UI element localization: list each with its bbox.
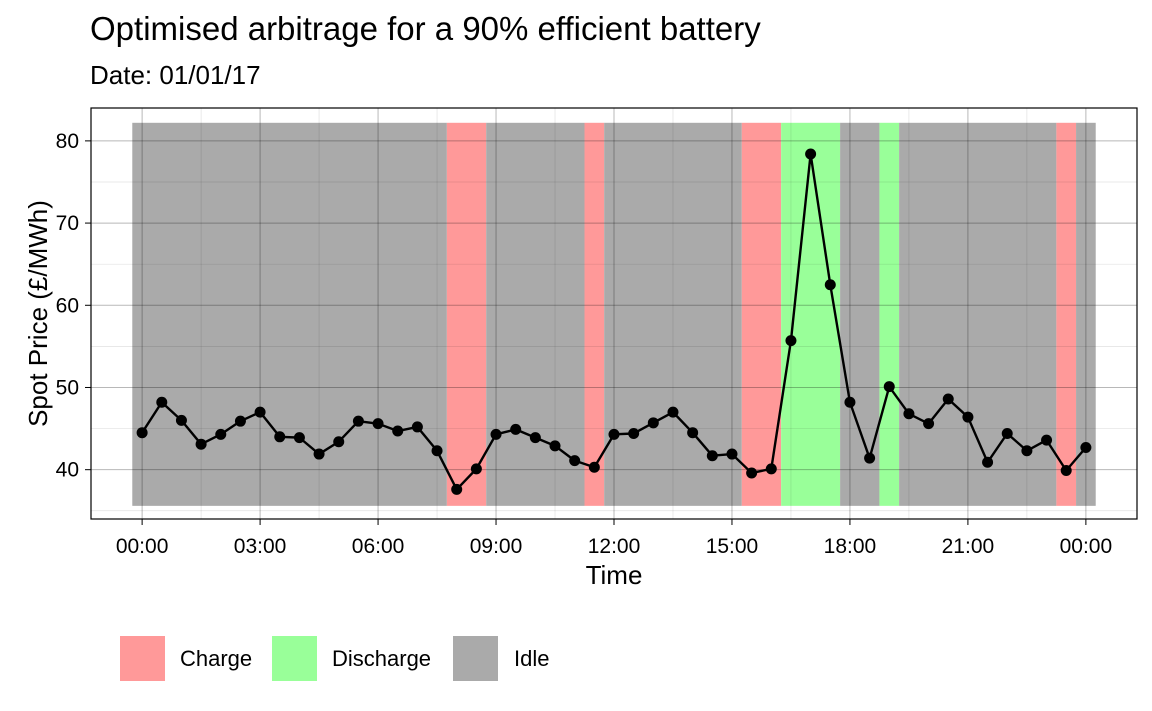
band-discharge bbox=[879, 122, 900, 506]
price-point bbox=[844, 396, 856, 408]
price-point bbox=[942, 393, 954, 405]
x-tick-label: 00:00 bbox=[116, 535, 169, 558]
price-point bbox=[313, 448, 325, 460]
price-point bbox=[706, 450, 718, 462]
price-point bbox=[785, 335, 797, 347]
legend-key-charge bbox=[120, 636, 165, 681]
price-point bbox=[726, 448, 738, 460]
legend-label-idle: Idle bbox=[514, 646, 549, 671]
x-axis-title: Time bbox=[586, 560, 643, 590]
price-point bbox=[923, 418, 935, 430]
price-point bbox=[510, 423, 522, 435]
price-point bbox=[864, 452, 876, 464]
price-point bbox=[352, 415, 364, 427]
band-discharge bbox=[781, 122, 841, 506]
band-idle bbox=[840, 122, 880, 506]
price-point bbox=[254, 406, 266, 418]
price-point bbox=[1080, 441, 1092, 453]
price-point bbox=[411, 421, 423, 433]
x-tick-label: 15:00 bbox=[706, 535, 759, 558]
price-point bbox=[490, 428, 502, 440]
price-point bbox=[195, 438, 207, 450]
price-point bbox=[136, 427, 148, 439]
band-charge bbox=[446, 122, 487, 506]
x-tick-label: 12:00 bbox=[588, 535, 641, 558]
x-tick-label: 03:00 bbox=[234, 535, 287, 558]
band-charge bbox=[584, 122, 605, 506]
price-point bbox=[765, 463, 777, 475]
x-tick-label: 09:00 bbox=[470, 535, 523, 558]
band-charge bbox=[1056, 122, 1077, 506]
price-point bbox=[746, 467, 758, 479]
price-point bbox=[470, 463, 482, 475]
x-tick-label: 06:00 bbox=[352, 535, 405, 558]
y-axis-title: Spot Price (£/MWh) bbox=[23, 200, 53, 427]
price-point bbox=[549, 440, 561, 452]
legend-label-discharge: Discharge bbox=[332, 646, 431, 671]
price-point bbox=[1021, 445, 1033, 457]
axes: 00:00 03:00 06:00 09:00 12:00 15:00 18:00 21:00… bbox=[56, 130, 1113, 558]
y-tick-label: 70 bbox=[56, 212, 79, 235]
price-point bbox=[805, 148, 817, 160]
price-point bbox=[883, 381, 895, 393]
x-tick-label: 18:00 bbox=[824, 535, 877, 558]
x-tick-label: 21:00 bbox=[942, 535, 995, 558]
band-idle bbox=[604, 122, 742, 506]
legend-label-charge: Charge bbox=[180, 646, 252, 671]
price-point bbox=[824, 279, 836, 291]
price-point bbox=[274, 431, 286, 443]
price-point bbox=[333, 436, 345, 448]
price-point bbox=[1060, 465, 1072, 477]
price-point bbox=[647, 417, 659, 429]
price-point bbox=[392, 425, 404, 437]
price-point bbox=[451, 483, 463, 495]
y-tick-label: 50 bbox=[56, 376, 79, 399]
y-tick-label: 40 bbox=[56, 459, 79, 482]
price-point bbox=[431, 445, 443, 457]
price-point bbox=[234, 415, 246, 427]
chart-title: Optimised arbitrage for a 90% efficient … bbox=[90, 10, 761, 47]
price-point bbox=[667, 406, 679, 418]
price-point bbox=[529, 432, 541, 444]
y-tick-label: 60 bbox=[56, 294, 79, 317]
legend: Charge Discharge Idle bbox=[120, 636, 549, 681]
price-point bbox=[156, 396, 168, 408]
y-tick-label: 80 bbox=[56, 130, 79, 153]
price-point bbox=[1001, 428, 1013, 440]
price-point bbox=[608, 428, 620, 440]
price-point bbox=[293, 432, 305, 444]
band-idle bbox=[1076, 122, 1096, 506]
price-point bbox=[215, 428, 227, 440]
price-series bbox=[136, 148, 1092, 495]
x-tick-label: 00:00 bbox=[1060, 535, 1113, 558]
price-point bbox=[372, 418, 384, 430]
price-point bbox=[569, 455, 581, 467]
price-point bbox=[588, 461, 600, 473]
price-point bbox=[175, 414, 187, 426]
price-point bbox=[962, 411, 974, 423]
price-point bbox=[687, 427, 699, 439]
band-idle bbox=[132, 122, 447, 506]
price-point bbox=[1041, 434, 1053, 446]
price-point bbox=[903, 408, 915, 420]
legend-key-idle bbox=[453, 636, 498, 681]
chart-subtitle: Date: 01/01/17 bbox=[90, 60, 261, 90]
grid-lines bbox=[91, 108, 1137, 519]
price-point bbox=[628, 428, 640, 440]
legend-key-discharge bbox=[272, 636, 317, 681]
price-point bbox=[982, 456, 994, 468]
band-idle bbox=[486, 122, 585, 506]
